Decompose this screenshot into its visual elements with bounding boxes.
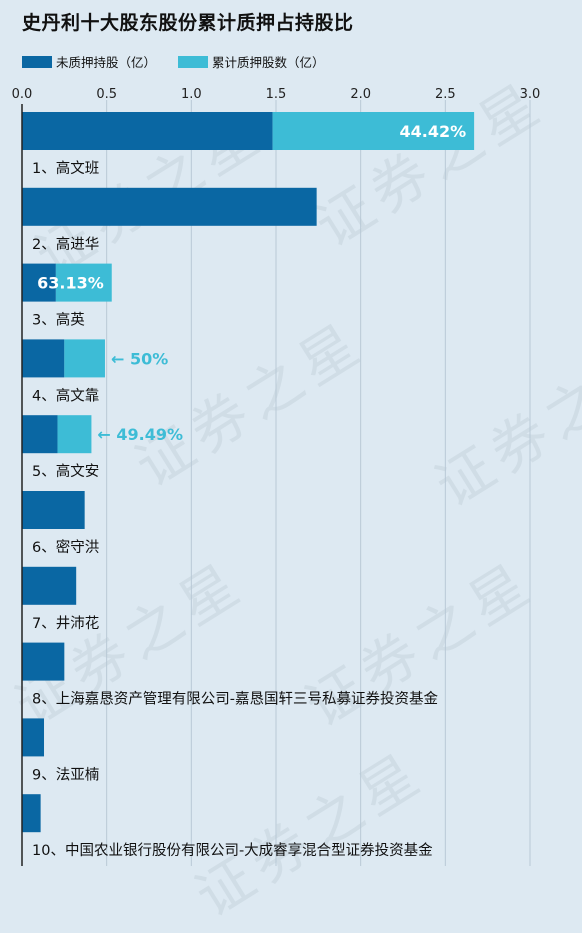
legend-swatch-pledged [178, 55, 209, 68]
legend-swatch-unpledged [22, 55, 52, 68]
x-tick-label: 3.0 [520, 87, 541, 102]
bar-unpledged [22, 491, 85, 529]
bar-unpledged [22, 718, 45, 757]
bar-unpledged [22, 187, 317, 226]
x-tick-label: 2.5 [435, 87, 456, 102]
category-label: 1、高文班 [32, 160, 99, 177]
bar-unpledged [22, 794, 41, 833]
bar-unpledged [22, 112, 273, 150]
chart-legend: 未质押持股（亿） 累计质押股数（亿） [22, 52, 347, 71]
bar-unpledged [22, 415, 58, 454]
x-tick-label: 0.0 [12, 87, 33, 102]
category-label: 5、高文安 [32, 463, 99, 480]
category-label: 10、中国农业银行股份有限公司-大成睿享混合型证券投资基金 [32, 842, 433, 859]
bar-chart: 0.0 0.5 1.0 1.5 2.0 2.5 3.0 1、高文班 2、高进华 3、高英 4、高文靠… [12, 87, 541, 866]
legend-label-pledged: 累计质押股数（亿） [212, 55, 325, 70]
x-tick-label: 1.0 [181, 87, 202, 102]
legend-item-pledged: 累计质押股数（亿） [178, 52, 325, 71]
category-label: 7、井沛花 [32, 615, 99, 632]
pledge-ratio-label: 63.13% [37, 274, 104, 293]
bar-unpledged [22, 566, 77, 605]
bar-pledged [64, 339, 105, 378]
x-tick-label: 2.0 [350, 87, 371, 102]
legend-item-unpledged: 未质押持股（亿） [22, 52, 156, 71]
category-label: 6、密守洪 [32, 539, 99, 556]
legend-label-unpledged: 未质押持股（亿） [56, 55, 157, 70]
category-label: 4、高文靠 [32, 387, 99, 404]
category-label: 3、高英 [32, 311, 85, 329]
pledge-ratio-label: ← 50% [111, 349, 168, 368]
x-tick-label: 1.5 [266, 87, 287, 102]
bar-pledged [57, 415, 92, 454]
bar-unpledged [22, 642, 65, 681]
category-label: 2、高进华 [32, 236, 99, 253]
bar-pledged [55, 263, 112, 302]
pledge-ratio-label: ← 49.49% [97, 425, 183, 444]
chart-title: 史丹利十大股东股份累计质押占持股比 [22, 12, 354, 34]
category-label: 9、法亚楠 [32, 766, 99, 783]
bar-pledged [272, 112, 475, 150]
bar-unpledged [22, 339, 65, 378]
category-label: 8、上海嘉恳资产管理有限公司-嘉恳国轩三号私募证券投资基金 [32, 691, 438, 708]
bar-unpledged [22, 263, 56, 302]
pledge-ratio-label: 44.42% [399, 122, 466, 141]
x-tick-label: 0.5 [96, 87, 117, 102]
